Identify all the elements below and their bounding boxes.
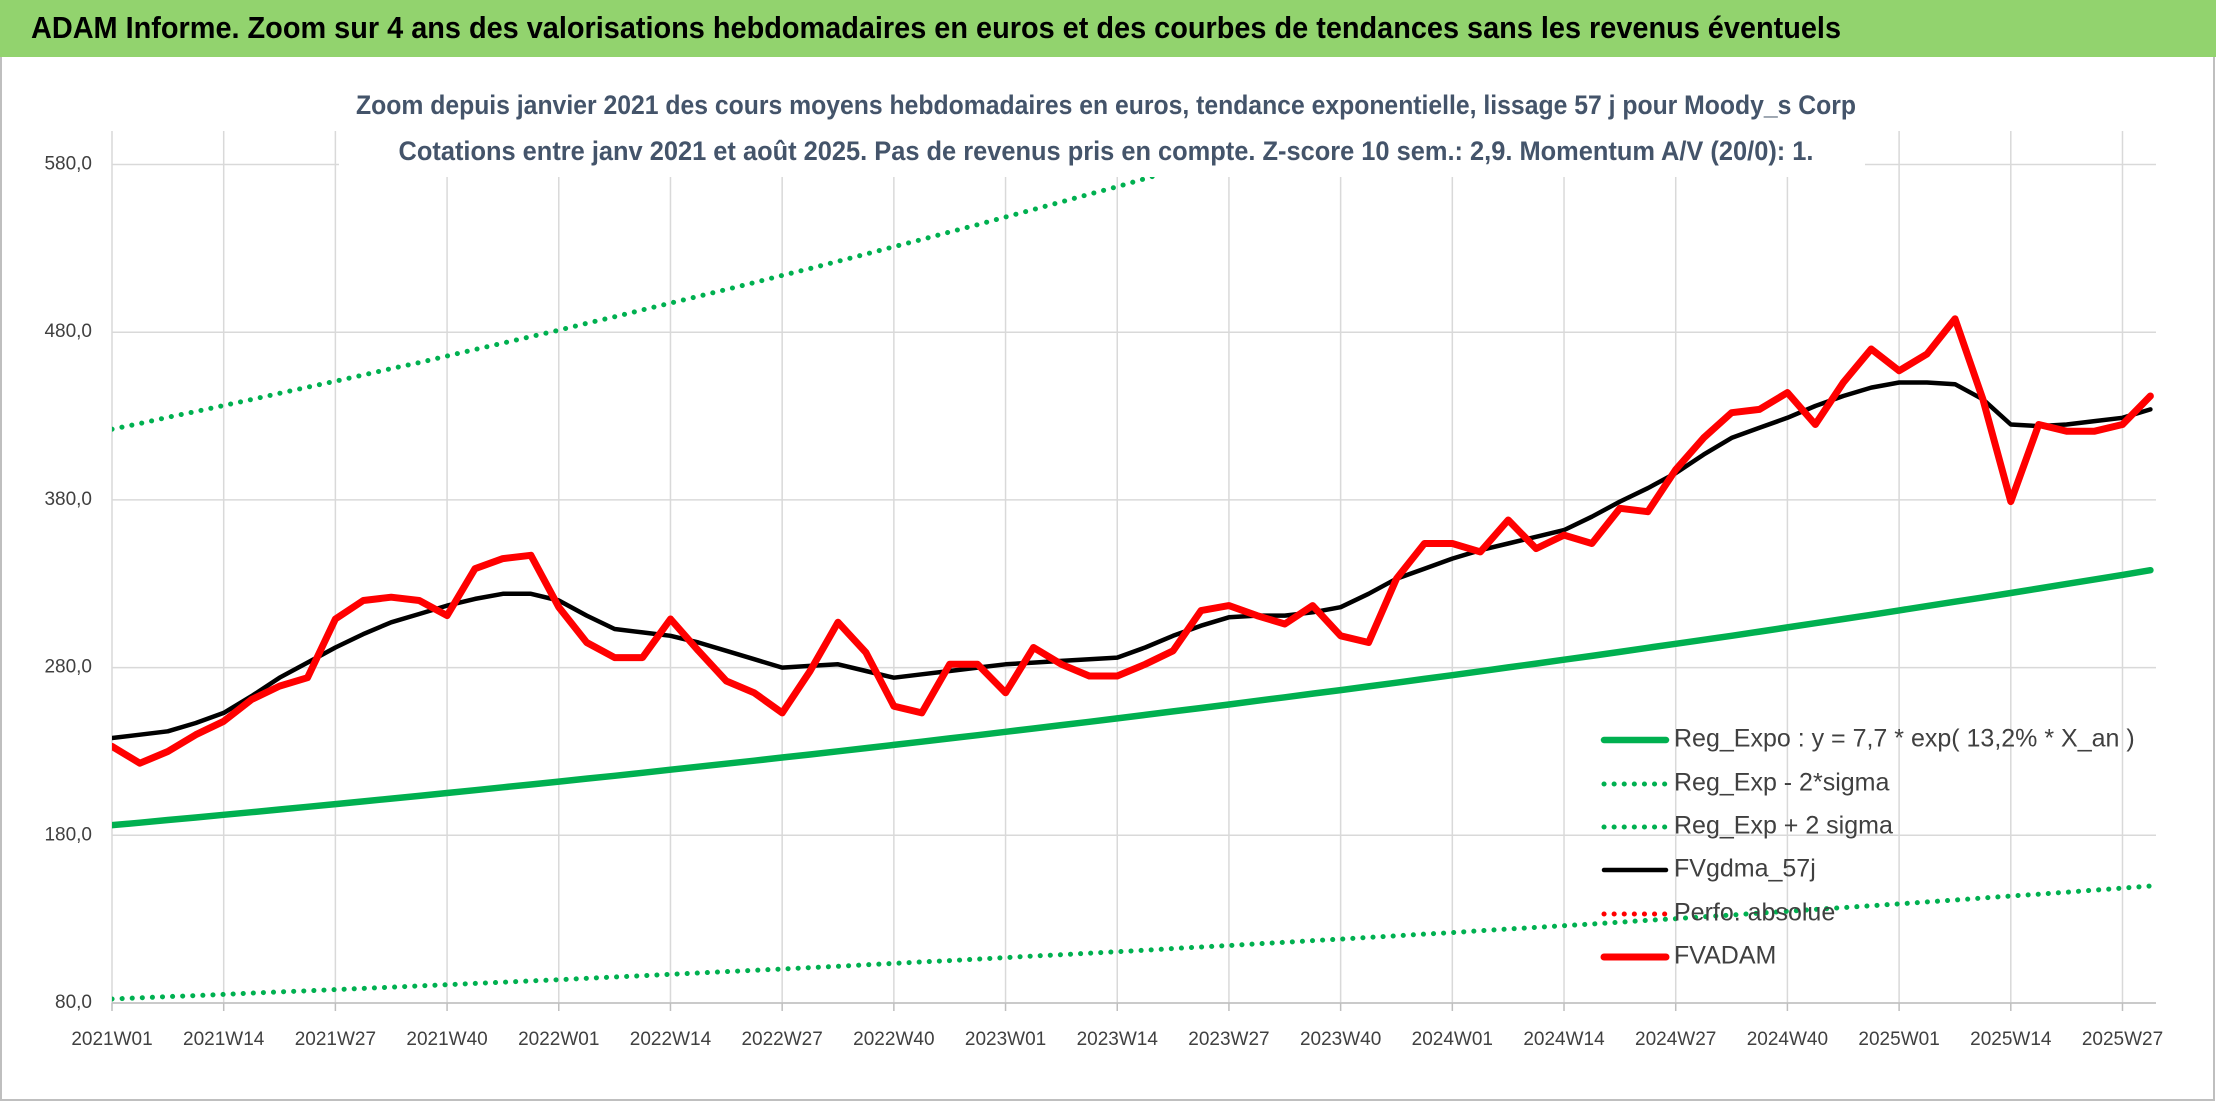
x-tick-label: 2021W40 (406, 1029, 487, 1050)
axis-labels: 80,0 180,0 280,0 380,0 480,0 580,0 2021W01 2021… (44, 154, 2163, 1050)
legend-label: Reg_Expo : y = 7,7 * exp( 13,2% * X_an ) (1674, 725, 2135, 753)
x-tick-label: 2021W14 (183, 1029, 265, 1050)
chart-title: ADAM Informe. Zoom sur 4 ans des valoris… (31, 10, 1841, 45)
x-tick-label: 2024W14 (1523, 1029, 1605, 1050)
x-tick-label: 2022W14 (630, 1029, 712, 1050)
x-tick-label: 2024W27 (1635, 1029, 1716, 1050)
y-tick-label: 180,0 (44, 824, 92, 845)
x-tick-label: 2024W40 (1747, 1029, 1828, 1050)
y-tick-label: 80,0 (55, 992, 92, 1013)
title-bar (0, 0, 2216, 57)
x-tick-label: 2021W27 (295, 1029, 376, 1050)
x-tick-label: 2021W01 (71, 1029, 152, 1050)
legend: Reg_Expo : y = 7,7 * exp( 13,2% * X_an )… (1600, 725, 2135, 970)
series-line (112, 131, 1320, 432)
x-tick-label: 2022W40 (853, 1029, 934, 1050)
x-tick-label: 2025W01 (1858, 1029, 1939, 1050)
plot-area (112, 131, 2154, 1002)
chart-subtitle: Cotations entre janv 2021 et août 2025. … (399, 136, 1814, 166)
y-tick-label: 380,0 (44, 489, 92, 510)
legend-label: Reg_Exp - 2*sigma (1674, 769, 1889, 797)
subtitle-box (339, 85, 1865, 177)
series-line (112, 566, 2154, 829)
legend-label: FVADAM (1674, 942, 1776, 970)
x-tick-label: 2024W01 (1412, 1029, 1493, 1050)
x-tick-label: 2025W27 (2082, 1029, 2163, 1050)
legend-label: Reg_Exp + 2 sigma (1674, 812, 1893, 840)
x-tick-label: 2023W27 (1188, 1029, 1269, 1050)
y-tick-label: 480,0 (44, 321, 92, 342)
series-line (112, 315, 2154, 767)
series-line (112, 883, 2153, 1002)
y-tick-label: 280,0 (44, 657, 92, 678)
chart-subtitle: Zoom depuis janvier 2021 des cours moyen… (356, 90, 1856, 120)
x-tick-label: 2022W27 (741, 1029, 822, 1050)
y-tick-label: 580,0 (44, 154, 92, 175)
x-tick-label: 2023W14 (1077, 1029, 1159, 1050)
legend-label: FVgdma_57j (1674, 855, 1816, 883)
x-tick-label: 2025W14 (1970, 1029, 2052, 1050)
legend-label: Perfo. absolue (1674, 899, 1835, 927)
x-tick-label: 2023W40 (1300, 1029, 1381, 1050)
x-tick-label: 2022W01 (518, 1029, 599, 1050)
x-tick-label: 2023W01 (965, 1029, 1046, 1050)
